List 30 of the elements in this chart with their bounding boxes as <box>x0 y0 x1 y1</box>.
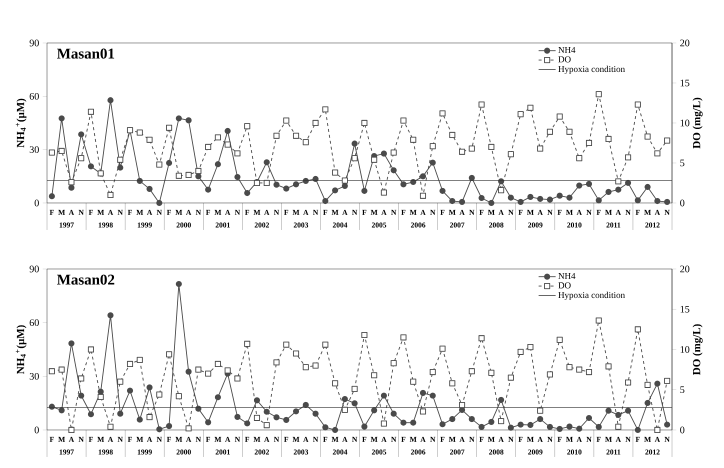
chart-title: Masan02 <box>57 274 114 285</box>
y2-tick-label: 20 <box>680 266 690 272</box>
legend-label: Hypoxia condition <box>558 66 625 74</box>
legend-label: DO <box>558 56 571 62</box>
legend-label: Hypoxia condition <box>558 292 625 300</box>
y2-tick-label: 15 <box>680 80 690 86</box>
y-tick-label: 30 <box>30 146 39 154</box>
y2-tick-label: 10 <box>680 346 690 353</box>
y2-tick-label: 10 <box>680 120 690 126</box>
y-tick-label: 60 <box>30 319 39 326</box>
y2-tick-label: 20 <box>680 40 690 46</box>
y2-axis-title: DO (mg/L) <box>692 98 703 149</box>
y2-tick-label: 0 <box>680 200 684 206</box>
y-axis-title: NH$_{4}$$^{+}$(μM) <box>16 98 26 148</box>
y-tick-label: 90 <box>30 40 39 46</box>
legend-label: DO <box>558 282 571 288</box>
y-tick-label: 30 <box>30 372 39 380</box>
y-axis-title: NH$_{4}$$^{+}$(μM) <box>16 325 26 374</box>
y-tick-label: 0 <box>34 200 39 206</box>
y2-tick-label: 5 <box>680 160 684 166</box>
y2-tick-label: 0 <box>680 426 684 434</box>
y-tick-label: 60 <box>30 92 39 100</box>
legend-label: NH4 <box>558 272 576 279</box>
y2-tick-label: 15 <box>680 306 690 313</box>
y-tick-label: 0 <box>34 426 39 434</box>
y-tick-label: 90 <box>30 266 39 272</box>
y2-tick-label: 5 <box>680 386 684 394</box>
chart-title: Masan01 <box>57 48 114 59</box>
y2-axis-title: DO (mg/L) <box>692 324 703 376</box>
legend-label: NH4 <box>558 46 576 53</box>
